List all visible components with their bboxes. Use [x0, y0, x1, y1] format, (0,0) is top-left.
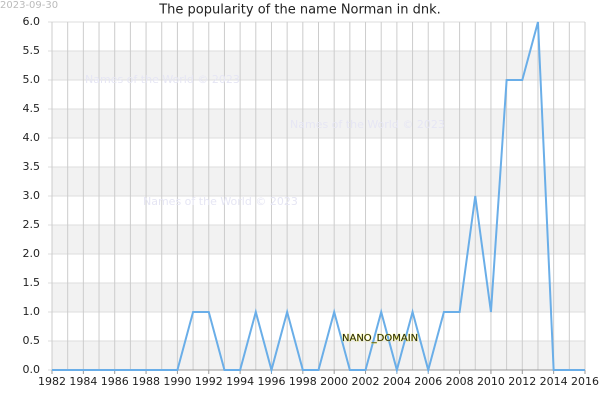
y-tick-label: 5.5: [23, 44, 41, 57]
x-tick-label: 2012: [508, 375, 536, 388]
watermark: Names of the World © 2023: [290, 118, 445, 131]
x-tick-label: 2010: [477, 375, 505, 388]
x-tick-label: 1992: [195, 375, 223, 388]
x-tick-label: 2014: [540, 375, 568, 388]
date-stamp: 2023-09-30: [0, 0, 58, 11]
watermark: Names of the World © 2023: [85, 73, 240, 86]
y-tick-label: 4.5: [23, 102, 41, 115]
x-tick-label: 2000: [320, 375, 348, 388]
y-tick-label: 3.5: [23, 160, 41, 173]
x-tick-label: 2016: [571, 375, 599, 388]
x-tick-label: 2008: [446, 375, 474, 388]
y-tick-label: 1.0: [23, 305, 41, 318]
annotation: NANO_DOMAIN: [342, 333, 418, 344]
x-tick-label: 1998: [289, 375, 317, 388]
x-tick-label: 2006: [414, 375, 442, 388]
x-tick-label: 1988: [132, 375, 160, 388]
x-tick-label: 1984: [69, 375, 97, 388]
x-tick-label: 1982: [38, 375, 66, 388]
y-tick-label: 5.0: [23, 73, 41, 86]
y-tick-label: 3.0: [23, 189, 41, 202]
y-tick-label: 4.0: [23, 131, 41, 144]
y-tick-label: 0.5: [23, 334, 41, 347]
x-tick-label: 2002: [352, 375, 380, 388]
chart-title: The popularity of the name Norman in dnk…: [158, 3, 441, 18]
x-tick-label: 1990: [163, 375, 191, 388]
y-tick-label: 0.0: [23, 363, 41, 376]
line: [52, 21, 585, 374]
x-tick-label: 2004: [383, 375, 411, 388]
y-tick-label: 6.0: [23, 15, 41, 28]
y-tick-label: 2.0: [23, 247, 41, 260]
x-tick-label: 1994: [226, 375, 254, 388]
y-tick-label: 2.5: [23, 218, 41, 231]
x-tick-label: 1986: [101, 375, 129, 388]
x-tick-label: 1996: [257, 375, 285, 388]
y-tick-label: 1.5: [23, 276, 41, 289]
watermark: Names of the World © 2023: [143, 195, 298, 208]
